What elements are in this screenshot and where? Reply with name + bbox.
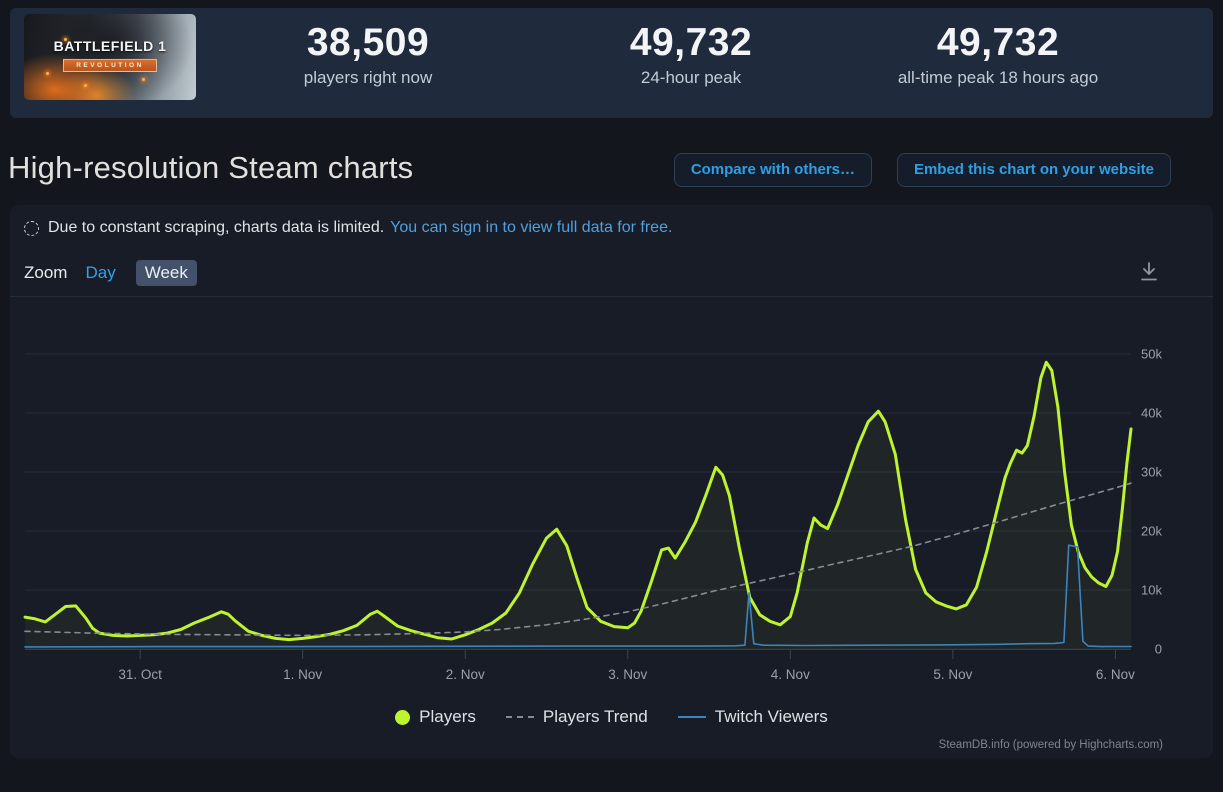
notice-text: Due to constant scraping, charts data is…	[48, 219, 385, 236]
x-axis-label-4. Nov: 4. Nov	[771, 667, 810, 682]
compare-with-others-button[interactable]: Compare with others…	[673, 153, 872, 187]
legend-players-label: Players	[419, 707, 476, 726]
players-trend-marker-icon	[505, 716, 534, 718]
capsule-spark	[84, 84, 87, 87]
y-axis-label-10k: 10k	[1141, 583, 1162, 598]
x-axis-label-5. Nov: 5. Nov	[933, 667, 972, 682]
stat-alltime-peak: 49,732 all-time peak 18 hours ago	[898, 21, 1098, 88]
twitch-viewers-marker-icon	[677, 716, 706, 718]
game-title: BATTLEFIELD 1	[53, 37, 167, 54]
x-axis-label-3. Nov: 3. Nov	[608, 667, 647, 682]
dashed-circle-icon	[24, 220, 39, 236]
scraping-notice: Due to constant scraping, charts data is…	[24, 216, 672, 240]
x-axis-label-1. Nov: 1. Nov	[283, 667, 322, 682]
stat-current-players-value: 38,509	[306, 21, 430, 64]
zoom-label: Zoom	[24, 263, 68, 282]
y-axis-label-0: 0	[1155, 642, 1162, 657]
capsule-logo: BATTLEFIELD 1 REVOLUTION	[24, 38, 196, 72]
stat-24h-peak-label: 24-hour peak	[640, 68, 742, 87]
chart-plot-area[interactable]: 0 10k 20k 30k 40k 50k 31. Oct 1. Nov 2. Nov 3. No…	[10, 305, 1213, 690]
game-header-panel: BATTLEFIELD 1 REVOLUTION 38,509 players …	[10, 8, 1213, 118]
page-title: High-resolution Steam charts	[8, 150, 414, 185]
y-axis-label-50k: 50k	[1141, 347, 1162, 362]
zoom-controls: Zoom Day Week	[24, 259, 197, 287]
capsule-spark	[64, 38, 67, 41]
divider	[10, 296, 1213, 297]
y-axis-label-40k: 40k	[1141, 406, 1162, 421]
y-axis-label-20k: 20k	[1141, 524, 1162, 539]
series-line-players-trend	[24, 482, 1132, 637]
stat-alltime-peak-value: 49,732	[936, 21, 1060, 64]
capsule-spark	[142, 78, 145, 81]
legend-item-players-trend[interactable]: Players Trend	[505, 707, 648, 727]
highcharts-attribution: SteamDB.info (powered by Highcharts.com)	[938, 739, 1163, 751]
y-axis-label-30k: 30k	[1141, 465, 1162, 480]
players-area-fill	[25, 362, 1131, 649]
x-axis-label-6. Nov: 6. Nov	[1096, 667, 1135, 682]
sign-in-link[interactable]: You can sign in to view full data for fr…	[390, 219, 673, 236]
stat-24h-peak-value: 49,732	[629, 21, 753, 64]
download-chart-icon[interactable]	[1137, 260, 1161, 284]
legend-item-players[interactable]: Players	[395, 707, 476, 727]
series-line-players	[23, 360, 1133, 642]
stat-alltime-peak-label: all-time peak 18 hours ago	[897, 68, 1099, 87]
chart-legend: Players Players Trend Twitch Viewers	[10, 702, 1213, 732]
game-subtitle: REVOLUTION	[63, 58, 157, 72]
stat-24h-peak: 49,732 24-hour peak	[630, 21, 752, 88]
embed-chart-button[interactable]: Embed this chart on your website	[896, 153, 1171, 187]
zoom-day-button[interactable]: Day	[85, 263, 116, 282]
zoom-week-button-active[interactable]: Week	[135, 260, 197, 286]
stat-current-players-label: players right now	[303, 68, 433, 87]
game-capsule-image[interactable]: BATTLEFIELD 1 REVOLUTION	[24, 14, 196, 100]
steam-players-chart[interactable]: 0 10k 20k 30k 40k 50k 31. Oct 1. Nov 2. Nov 3. No…	[10, 305, 1213, 690]
legend-twitch-viewers-label: Twitch Viewers	[714, 707, 828, 726]
chart-panel: Due to constant scraping, charts data is…	[10, 205, 1213, 758]
legend-players-trend-label: Players Trend	[542, 707, 648, 726]
x-axis-label-2. Nov: 2. Nov	[446, 667, 485, 682]
players-marker-icon	[395, 709, 411, 725]
x-axis-label-31. Oct: 31. Oct	[118, 667, 162, 682]
capsule-spark	[46, 72, 49, 75]
title-row: High-resolution Steam charts Compare wit…	[8, 148, 1213, 194]
series-line-twitch-viewers	[24, 544, 1132, 648]
stat-current-players: 38,509 players right now	[304, 21, 433, 88]
legend-item-twitch-viewers[interactable]: Twitch Viewers	[677, 707, 828, 727]
